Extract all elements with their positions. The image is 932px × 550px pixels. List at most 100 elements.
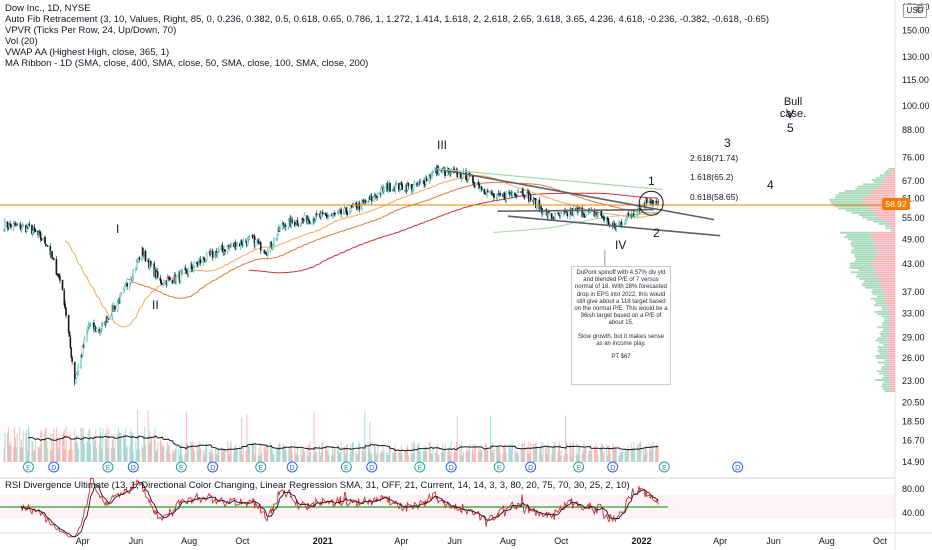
volume-bar <box>627 445 629 462</box>
volume-bar <box>114 440 116 462</box>
volume-bar <box>400 452 402 462</box>
volume-bar <box>76 443 78 462</box>
vpvr-bar-down <box>876 247 895 249</box>
volume-bar <box>370 452 372 462</box>
candle-body <box>142 255 145 257</box>
volume-bar <box>516 450 518 462</box>
vpvr-bar-up <box>882 383 889 386</box>
candle-body <box>12 223 15 229</box>
volume-bar <box>572 441 575 462</box>
volume-bar <box>241 454 244 462</box>
volume-bar <box>508 445 510 462</box>
indicator-legend[interactable]: Dow Inc., 1D, NYSE Auto Fib Retracement … <box>5 3 769 69</box>
earnings-icon <box>573 461 585 473</box>
vpvr-bar-down <box>889 374 895 377</box>
vpvr-bar-down <box>886 220 895 223</box>
volume-bar <box>453 453 455 462</box>
candle-body <box>83 338 86 346</box>
legend-vol[interactable]: Vol (20) <box>5 36 38 47</box>
volume-bar <box>566 453 568 462</box>
wave-label-III: III <box>437 138 448 152</box>
wave-label-V: V <box>786 107 795 121</box>
trend-drawings[interactable] <box>0 168 895 266</box>
volume-bar <box>20 447 22 462</box>
volume-bar <box>15 447 17 462</box>
volume-bar <box>560 449 562 462</box>
candle-body <box>40 238 43 241</box>
volume-bar <box>153 433 155 462</box>
volume-bar <box>157 441 159 462</box>
volume-bar <box>252 442 254 462</box>
candle-body <box>218 248 220 253</box>
vpvr-bar-up <box>876 370 886 373</box>
candle-body <box>240 240 243 246</box>
vpvr-bar-down <box>881 284 895 287</box>
volume-bar <box>426 452 428 462</box>
volume-bar <box>259 455 261 462</box>
volume-bar <box>608 444 610 462</box>
vpvr-bar-up <box>857 185 878 188</box>
volume-bar <box>588 450 590 462</box>
volume-bar <box>49 450 51 462</box>
volume-bar <box>546 454 548 462</box>
volume-bar <box>166 442 168 462</box>
volume-bar <box>407 444 409 462</box>
price-tick-label: 61.00 <box>902 194 925 204</box>
symbol-title[interactable]: Dow Inc., 1D, NYSE <box>5 3 91 14</box>
volume-bar <box>538 451 540 462</box>
volume-bar <box>478 451 480 462</box>
price-tick-label: 18.50 <box>902 417 925 427</box>
volume-bar <box>94 440 96 462</box>
volume-bar <box>155 450 157 462</box>
volume-bar <box>481 450 483 462</box>
volume-bar <box>239 444 241 462</box>
volume-bar <box>558 444 560 462</box>
price-candles <box>3 164 659 387</box>
vpvr-bar-down <box>874 212 895 214</box>
legend-vpvr[interactable]: VPVR (Ticks Per Row, 24, Up/Down, 70) <box>5 25 177 36</box>
volume-bar <box>554 441 556 462</box>
volume-bar <box>248 444 250 462</box>
legend-fib[interactable]: Auto Fib Retracement (3, 10, Values, Rig… <box>5 14 770 25</box>
volume-bar <box>340 441 342 462</box>
vpvr-bar-up <box>877 350 887 353</box>
rsi-legend[interactable]: RSI Divergence Ultimate (13, 1, Directio… <box>5 480 630 491</box>
volume-bar <box>455 451 457 462</box>
gear-icon[interactable]: ⚙ <box>915 3 925 15</box>
candle-body <box>345 207 348 213</box>
vpvr-bar-up <box>873 304 885 307</box>
volume-bar <box>646 451 648 462</box>
volume-bar <box>412 453 414 462</box>
volume-bar <box>88 430 90 462</box>
vpvr-bar-up <box>859 214 876 216</box>
volume-bar <box>264 447 266 462</box>
volume-bar <box>520 449 522 462</box>
volume-bar <box>296 445 299 462</box>
volume-bar <box>265 450 267 462</box>
volume-bar <box>56 436 58 462</box>
volume-bar <box>499 452 501 462</box>
volume-bar <box>27 426 30 462</box>
legend-vwap[interactable]: VWAP AA (Highest High, close, 365, 1) <box>5 47 170 58</box>
volume-bar <box>209 451 211 462</box>
candle-body <box>380 187 383 195</box>
volume-bar <box>337 444 339 462</box>
legend-ma-ribbon[interactable]: MA Ribbon - 1D (SMA, close, 400, SMA, cl… <box>5 58 369 69</box>
candle-body <box>211 250 214 258</box>
candle-body <box>126 283 128 287</box>
vpvr-bar-up <box>883 319 890 322</box>
candle-body <box>389 183 391 192</box>
volume-bar <box>344 446 346 462</box>
volume-bar <box>374 445 376 462</box>
analysis-note[interactable]: DuPont spinoff with 4.57% div yld and bl… <box>571 266 671 385</box>
vpvr-bar-down <box>889 306 895 309</box>
dividend-letter: D <box>610 465 615 472</box>
candle-body <box>34 229 37 232</box>
vpvr-bar-down <box>871 238 895 241</box>
volume-bar <box>436 443 438 462</box>
volume-bar <box>338 453 340 462</box>
currency-label[interactable]: USD <box>903 4 927 18</box>
volume-bar <box>400 445 402 462</box>
volume-bar <box>607 446 609 462</box>
